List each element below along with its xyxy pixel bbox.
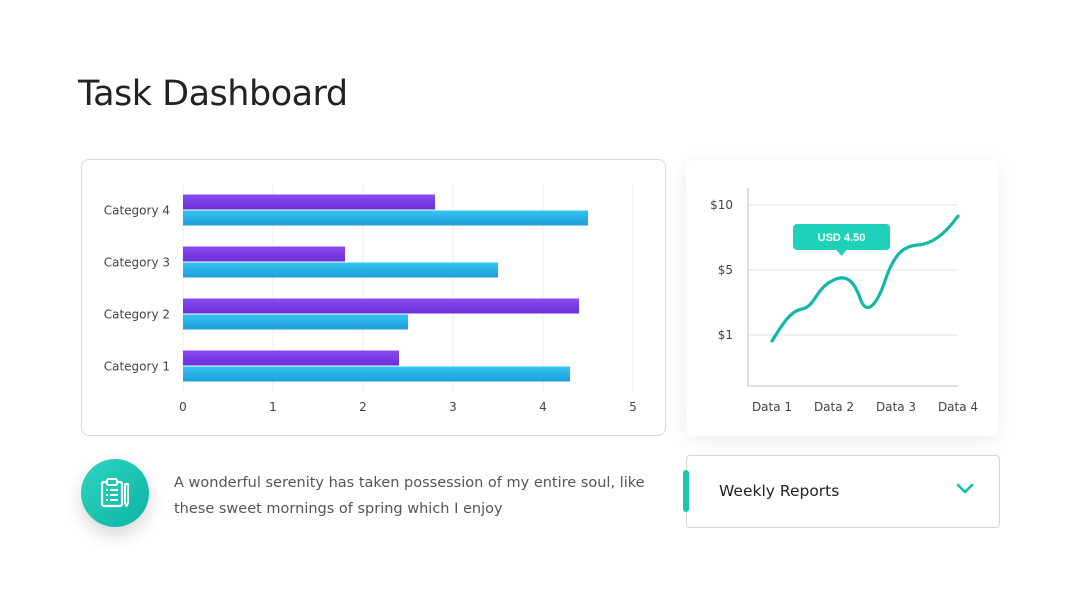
x-category-label: Data 4: [938, 400, 978, 414]
x-tick-label: 3: [449, 400, 457, 414]
x-category-label: Data 3: [876, 400, 916, 414]
bar-category-4-series-1: [183, 194, 435, 210]
dropdown-label: Weekly Reports: [719, 482, 840, 500]
y-tick-label: $10: [710, 198, 733, 212]
bar-category-3-series-1: [183, 246, 345, 262]
x-category-label: Data 1: [752, 400, 792, 414]
line-chart: $1 $5 $10 Data 1 Data 2 Data 3 Data 4 USD 4.50: [710, 188, 978, 414]
y-tick-label: $1: [718, 328, 733, 342]
category-label: Category 4: [104, 204, 170, 218]
weekly-reports-dropdown[interactable]: Weekly Reports: [683, 455, 1000, 528]
category-label: Category 2: [104, 308, 170, 322]
x-tick-label: 5: [629, 400, 637, 414]
category-label: Category 1: [104, 360, 170, 374]
tooltip-label: USD 4.50: [818, 232, 866, 244]
x-tick-label: 1: [269, 400, 277, 414]
bar-category-2-series-1: [183, 298, 579, 314]
bar-category-3-series-2: [183, 262, 498, 278]
x-category-label: Data 2: [814, 400, 854, 414]
bar-category-1-series-2: [183, 366, 570, 382]
bar-chart-card: 0 1 2 3 4 5 Category 1 Category 2 Category 3 Cate…: [81, 159, 666, 436]
category-label: Category 3: [104, 256, 170, 270]
line-series: [770, 214, 960, 343]
line-chart-card: $1 $5 $10 Data 1 Data 2 Data 3 Data 4 USD 4.50: [686, 160, 998, 436]
tooltip-box: [793, 224, 890, 250]
x-tick-label: 2: [359, 400, 367, 414]
x-tick-label: 0: [179, 400, 187, 414]
bar-category-1-series-1: [183, 350, 399, 366]
bar-chart: 0 1 2 3 4 5 Category 1 Category 2 Category 3 Cate…: [104, 184, 637, 414]
y-tick-label: $5: [718, 263, 733, 277]
bar-category-2-series-2: [183, 314, 408, 330]
clipboard-icon: [81, 459, 149, 527]
tooltip-pointer: [836, 250, 847, 256]
dropdown-accent-bar: [683, 470, 689, 512]
page-title: Task Dashboard: [78, 74, 348, 114]
x-tick-label: 4: [539, 400, 547, 414]
chevron-down-icon[interactable]: [955, 482, 975, 501]
note-text: A wonderful serenity has taken possessio…: [174, 475, 645, 517]
bar-category-4-series-2: [183, 210, 588, 226]
